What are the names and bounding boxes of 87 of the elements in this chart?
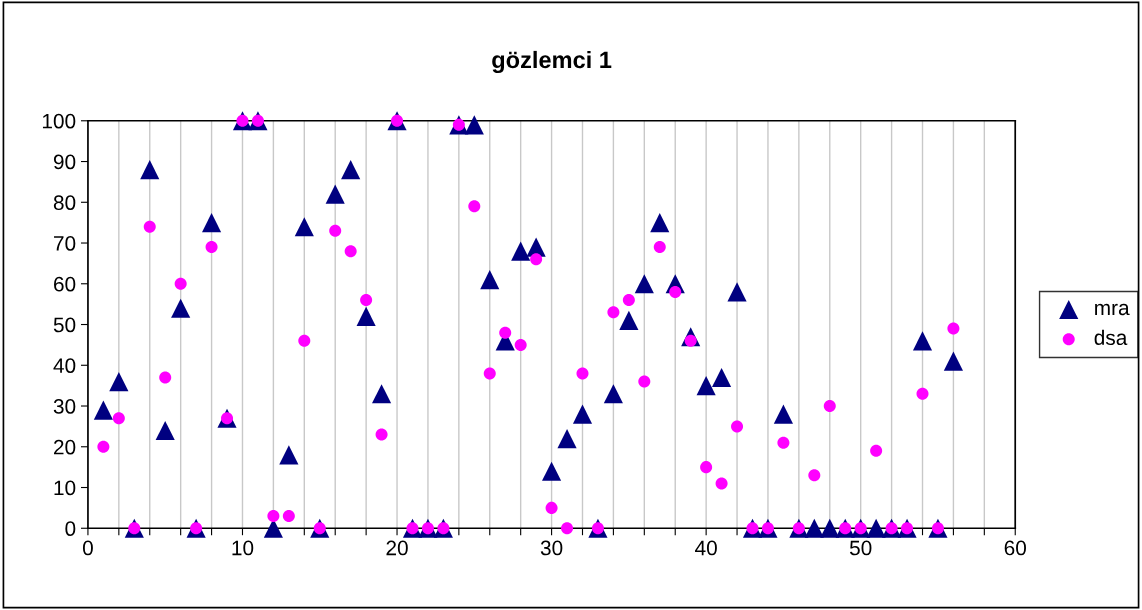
point (557, 429, 577, 449)
point (483, 367, 496, 380)
x-tick-label: 50 (849, 540, 872, 556)
point (650, 213, 670, 233)
point (112, 412, 125, 425)
y-tick-label: 10 (54, 480, 76, 496)
point (634, 274, 654, 294)
y-tick-label: 90 (53, 154, 76, 170)
point (480, 270, 500, 290)
point (576, 367, 589, 380)
point (464, 115, 484, 135)
point (607, 306, 620, 319)
point (669, 285, 682, 298)
legend-label: dsa (1094, 329, 1128, 346)
point (202, 213, 222, 233)
chart-title: gözlemci 1 (492, 50, 612, 73)
point (777, 436, 790, 449)
point (804, 518, 824, 538)
point (912, 331, 933, 351)
y-tick-label: 40 (53, 358, 76, 374)
point (653, 241, 666, 254)
y-tick-label: 0 (65, 521, 76, 537)
y-tick-label: 30 (53, 399, 76, 414)
y-tick-label: 70 (54, 236, 76, 251)
point (205, 241, 218, 254)
point (545, 501, 558, 514)
point (638, 375, 651, 388)
point (511, 241, 531, 261)
point (109, 371, 129, 392)
point (943, 351, 963, 371)
point (282, 510, 295, 523)
point (375, 428, 388, 441)
y-tick-label: 20 (54, 439, 76, 455)
x-tick-label: 20 (386, 540, 408, 556)
point (325, 184, 345, 204)
point (619, 310, 639, 331)
point (143, 220, 156, 233)
point (712, 367, 732, 388)
point (155, 420, 175, 441)
point (696, 376, 716, 396)
point (916, 387, 929, 400)
point (603, 384, 623, 404)
point (341, 160, 361, 180)
point (499, 326, 512, 339)
point (622, 294, 635, 307)
point (808, 469, 821, 482)
point (823, 400, 836, 413)
point (542, 461, 562, 481)
point (731, 420, 744, 433)
point (468, 200, 481, 213)
point (530, 253, 543, 266)
legend-label: mra (1095, 303, 1130, 316)
point (727, 282, 747, 302)
point (360, 294, 373, 307)
x-tick-label: 60 (1004, 540, 1027, 556)
y-tick-label: 100 (42, 113, 76, 129)
point (294, 217, 314, 237)
point (561, 522, 574, 535)
point (773, 404, 793, 424)
point (820, 518, 840, 538)
x-tick-label: 40 (695, 540, 717, 556)
point (866, 518, 886, 538)
point (572, 404, 593, 424)
y-tick-label: 60 (54, 276, 76, 292)
point (356, 306, 376, 326)
y-tick-label: 80 (53, 195, 76, 211)
x-tick-label: 30 (540, 540, 563, 556)
point (279, 445, 299, 465)
point (174, 277, 187, 290)
point (947, 322, 960, 335)
point (159, 371, 172, 384)
point (140, 160, 160, 180)
point (171, 298, 191, 318)
point (298, 334, 311, 347)
point (344, 245, 357, 258)
point (715, 477, 728, 490)
x-tick-label: 0 (82, 540, 93, 556)
point (870, 444, 883, 457)
point (329, 224, 342, 237)
point (700, 461, 713, 474)
y-tick-label: 50 (53, 317, 76, 333)
point (97, 440, 110, 453)
point (93, 400, 113, 420)
point (267, 510, 280, 523)
point (372, 384, 392, 404)
point (514, 338, 527, 351)
x-tick-label: 10 (232, 540, 254, 556)
